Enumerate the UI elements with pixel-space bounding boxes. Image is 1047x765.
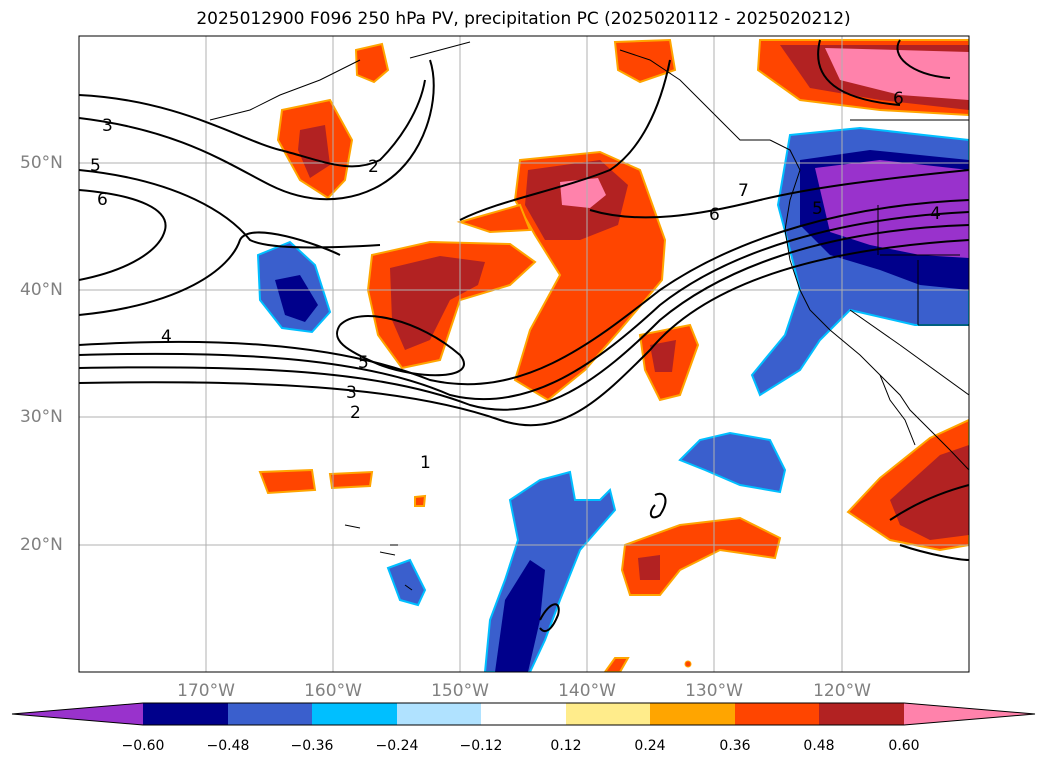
lon-label-140w: 140°W — [558, 681, 616, 701]
pv-label-13: 5 — [812, 199, 823, 219]
colorbar-tick: −0.60 — [121, 738, 165, 754]
pv-label-5: 5 — [358, 353, 369, 373]
lat-label-40n: 40°N — [20, 280, 63, 300]
pv-contour-labels: 1 2 3 4 5 6 7 2 3 5 6 4 5 6 — [90, 89, 941, 473]
lon-label-120w: 120°W — [813, 681, 871, 701]
pv-label-2: 2 — [350, 403, 361, 423]
lat-label-20n: 20°N — [20, 535, 63, 555]
lat-label-30n: 30°N — [20, 407, 63, 427]
colorbar-tick: −0.48 — [206, 738, 250, 754]
pv-label-7: 7 — [738, 181, 749, 201]
pv-contours — [79, 39, 969, 633]
pv-label-3: 3 — [346, 383, 357, 403]
colorbar-tick: 0.24 — [634, 738, 666, 754]
colorbar-tick: 0.60 — [888, 738, 920, 754]
map-frame — [78, 35, 970, 673]
lon-label-130w: 130°W — [685, 681, 743, 701]
pv-label-9: 3 — [102, 116, 113, 136]
colorbar-tick: −0.24 — [375, 738, 419, 754]
colorbar-tick: 0.48 — [803, 738, 835, 754]
map-plot-area: 1 2 3 4 5 6 7 2 3 5 6 4 5 6 — [79, 36, 969, 672]
map-title: 2025012900 F096 250 hPa PV, precipitatio… — [196, 9, 851, 29]
colorbar — [11, 702, 1036, 726]
colorbar-tick: 0.36 — [719, 738, 751, 754]
graticule — [79, 36, 969, 672]
lon-label-170w: 170°W — [177, 681, 235, 701]
pv-label-4: 4 — [161, 327, 172, 347]
colorbar-tick: 0.12 — [550, 738, 582, 754]
colorbar-tick: −0.12 — [459, 738, 503, 754]
colorbar-extend-max — [904, 703, 1035, 725]
coastlines — [209, 41, 969, 591]
pv-label-11: 6 — [97, 190, 108, 210]
lat-label-50n: 50°N — [20, 153, 63, 173]
lon-label-150w: 150°W — [431, 681, 489, 701]
lon-label-160w: 160°W — [304, 681, 362, 701]
pv-label-12: 4 — [930, 204, 941, 224]
pv-label-10: 5 — [90, 156, 101, 176]
pv-label-14: 6 — [893, 89, 904, 109]
colorbar-extend-min — [12, 703, 143, 725]
pv-label-8: 2 — [368, 157, 379, 177]
colorbar-tick: −0.36 — [290, 738, 334, 754]
pv-label-1: 1 — [420, 453, 431, 473]
pv-label-6: 6 — [709, 205, 720, 225]
